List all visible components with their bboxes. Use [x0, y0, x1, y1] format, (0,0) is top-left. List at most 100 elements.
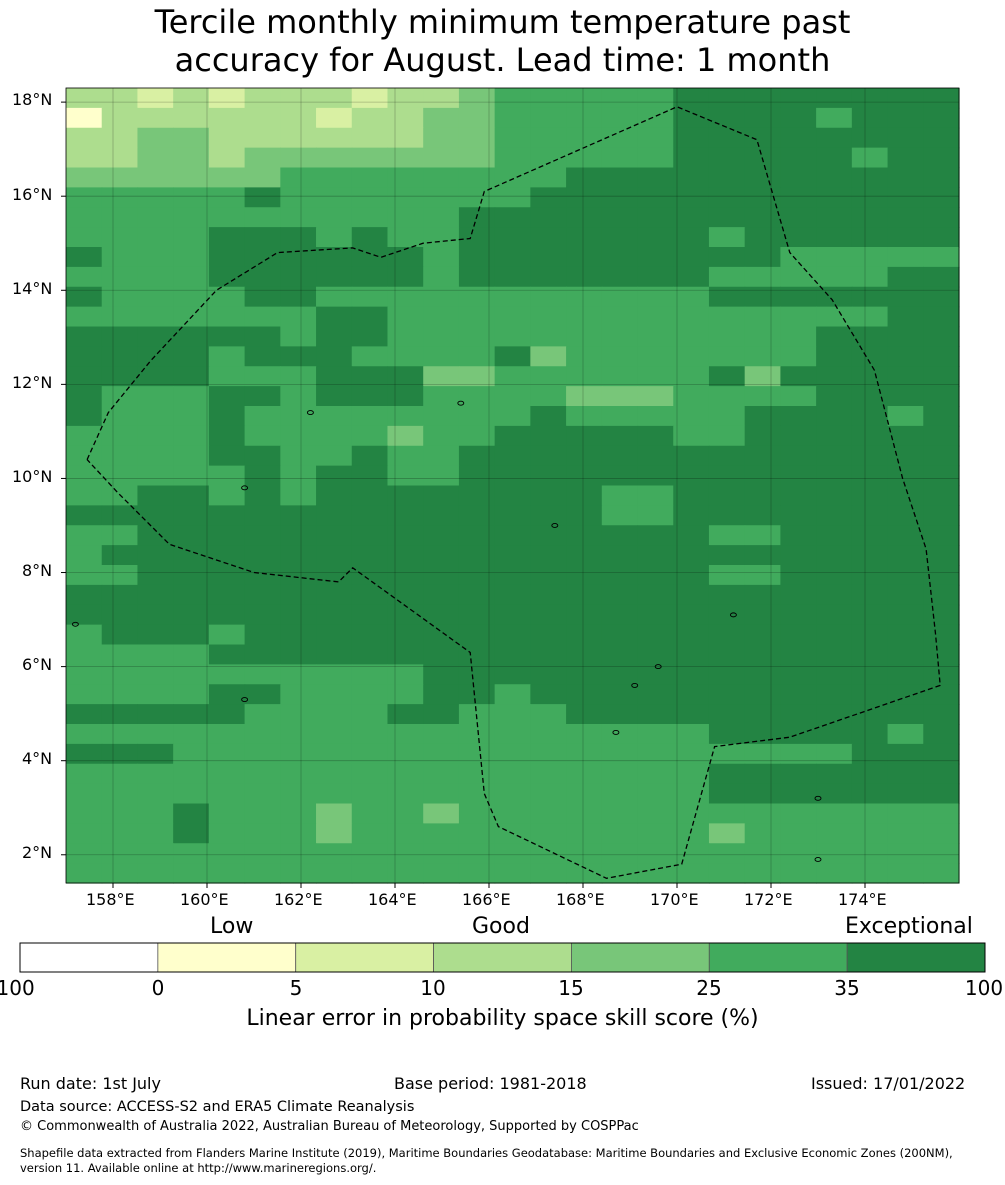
grid-cell: [673, 684, 710, 705]
grid-cell: [923, 783, 960, 805]
grid-cell: [851, 207, 889, 228]
grid-cell: [66, 445, 103, 467]
grid-cell: [816, 306, 853, 328]
grid-cell: [601, 505, 639, 526]
grid-cell: [816, 425, 853, 447]
grid-cell: [708, 107, 746, 129]
grid-cell: [744, 207, 781, 228]
data-source: Data source: ACCESS-S2 and ERA5 Climate …: [20, 1099, 415, 1115]
grid-cell: [458, 624, 496, 646]
grid-cell: [208, 326, 246, 347]
grid-cell: [244, 863, 281, 884]
grid-cell: [744, 286, 781, 308]
grid-cell: [637, 743, 674, 765]
grid-cell: [244, 286, 281, 308]
grid-cell: [66, 147, 103, 169]
grid-cell: [887, 684, 924, 705]
grid-cell: [316, 644, 353, 665]
grid-cell: [530, 823, 567, 844]
grid-cell: [923, 863, 960, 884]
grid-cell: [244, 843, 281, 864]
grid-cell: [816, 346, 853, 367]
grid-cell: [351, 743, 389, 765]
grid-cell: [923, 684, 960, 705]
grid-cell: [851, 624, 889, 646]
grid-cell: [744, 326, 781, 347]
grid-cell: [66, 386, 103, 407]
grid-cell: [780, 425, 817, 447]
grid-cell: [280, 127, 317, 149]
grid-cell: [208, 366, 246, 387]
grid-cell: [458, 783, 496, 805]
grid-cell: [530, 525, 567, 546]
grid-cell: [208, 107, 246, 129]
grid-cell: [816, 505, 853, 526]
grid-cell: [208, 743, 246, 765]
grid-cell: [851, 366, 889, 387]
grid-cell: [101, 823, 139, 844]
grid-cell: [816, 207, 853, 228]
grid-cell: [316, 604, 353, 626]
grid-cell: [244, 227, 281, 248]
grid-cell: [780, 724, 817, 745]
grid-cell: [423, 107, 460, 129]
grid-cell: [566, 763, 603, 785]
grid-cell: [280, 684, 317, 705]
grid-cell: [208, 445, 246, 467]
grid-cell: [280, 366, 317, 387]
grid-cell: [851, 724, 889, 745]
legend-category-exceptional: Exceptional: [845, 914, 973, 939]
grid-cell: [780, 684, 817, 705]
grid-cell: [101, 644, 139, 665]
grid-cell: [423, 127, 460, 149]
grid-cell: [923, 565, 960, 586]
grid-cell: [280, 346, 317, 367]
grid-cell: [637, 326, 674, 347]
lat-label-2: 2°N: [22, 843, 53, 862]
grid-cell: [816, 584, 853, 606]
grid-cell: [816, 366, 853, 387]
grid-cell: [244, 127, 281, 149]
grid-cell: [566, 425, 603, 447]
grid-cell: [423, 266, 460, 288]
grid-cell: [744, 406, 781, 427]
grid-cell: [208, 207, 246, 228]
grid-cell: [851, 266, 889, 288]
grid-cell: [923, 485, 960, 506]
grid-cell: [530, 704, 567, 725]
grid-cell: [494, 247, 531, 268]
grid-cell: [316, 286, 353, 308]
grid-cell: [101, 743, 139, 765]
grid-cell: [316, 445, 353, 467]
grid-cell: [708, 485, 746, 506]
grid-cell: [673, 664, 710, 685]
grid-cell: [601, 465, 639, 487]
grid-cell: [280, 644, 317, 665]
grid-cell: [101, 664, 139, 685]
grid-cell: [66, 863, 103, 884]
grid-cell: [601, 624, 639, 646]
grid-cell: [387, 684, 424, 705]
grid-cell: [423, 525, 460, 546]
grid-cell: [816, 863, 853, 884]
grid-cell: [494, 485, 531, 506]
grid-cell: [173, 286, 210, 308]
grid-cell: [423, 505, 460, 526]
grid-cell: [780, 386, 817, 407]
grid-cell: [601, 326, 639, 347]
grid-cell: [708, 783, 746, 805]
grid-cell: [744, 624, 781, 646]
grid-cell: [66, 207, 103, 228]
grid-cell: [173, 266, 210, 288]
grid-cell: [601, 823, 639, 844]
grid-cell: [673, 525, 710, 546]
land-outlines: [71, 400, 822, 862]
grid-cell: [673, 107, 710, 129]
grid-cell: [530, 406, 567, 427]
grid-cell: [601, 843, 639, 864]
grid-cell: [66, 366, 103, 387]
grid-cell: [708, 207, 746, 228]
grid-cell: [673, 505, 710, 526]
grid-cell: [280, 843, 317, 864]
grid-cell: [780, 763, 817, 785]
